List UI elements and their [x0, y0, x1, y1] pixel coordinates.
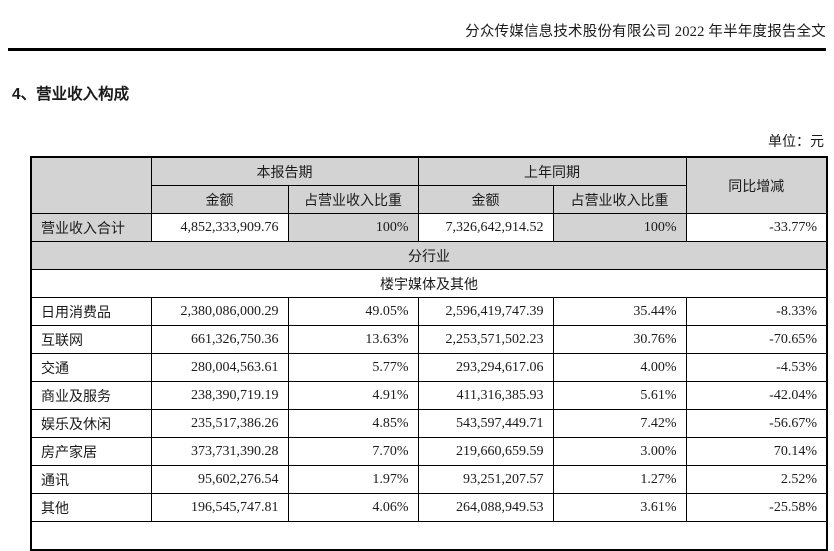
prior-pct-cell: 100% [552, 213, 687, 242]
current-pct-cell: 4.91% [287, 381, 419, 410]
table-row: 互联网 661,326,750.36 13.63% 2,253,571,502.… [30, 325, 828, 354]
current-pct-cell: 1.97% [287, 465, 419, 494]
current-pct-cell: 4.85% [287, 409, 419, 438]
header-empty-cell [30, 156, 152, 214]
current-pct-cell: 7.70% [287, 437, 419, 466]
row-label: 商业及服务 [30, 381, 152, 410]
header-prior-pct: 占营业收入比重 [552, 185, 687, 214]
prior-pct-cell: 1.27% [552, 465, 687, 494]
current-pct-cell: 13.63% [287, 325, 419, 354]
subsection-row: 楼宇媒体及其他 [30, 269, 828, 298]
revenue-composition-table: 本报告期 上年同期 同比增减 金额 占营业收入比重 金额 占营业收入比重 营业收… [30, 156, 828, 551]
prior-amount-cell: 543,597,449.71 [417, 409, 554, 438]
yoy-cell: -56.67% [685, 409, 828, 438]
prior-pct-cell: 4.00% [552, 353, 687, 382]
header-current-pct: 占营业收入比重 [287, 185, 419, 214]
unit-label: 单位：元 [768, 135, 824, 150]
prior-pct-cell: 3.61% [552, 493, 687, 522]
yoy-cell: -42.04% [685, 381, 828, 410]
header-current-period: 本报告期 [150, 156, 419, 186]
table-row: 日用消费品 2,380,086,000.29 49.05% 2,596,419,… [30, 297, 828, 326]
row-label: 日用消费品 [30, 297, 152, 326]
header-divider [8, 48, 826, 51]
current-amount-cell: 373,731,390.28 [150, 437, 289, 466]
header-prior-period: 上年同期 [417, 156, 687, 186]
prior-amount-cell: 411,316,385.93 [417, 381, 554, 410]
table-row: 交通 280,004,563.61 5.77% 293,294,617.06 4… [30, 353, 828, 382]
section-row-label: 分行业 [30, 241, 828, 270]
prior-amount-cell: 7,326,642,914.52 [417, 213, 554, 242]
partial-next-row [30, 521, 828, 551]
table-row: 通讯 95,602,276.54 1.97% 93,251,207.57 1.2… [30, 465, 828, 494]
row-label: 其他 [30, 493, 152, 522]
current-amount-cell: 238,390,719.19 [150, 381, 289, 410]
row-label: 房产家居 [30, 437, 152, 466]
row-label: 娱乐及休闲 [30, 409, 152, 438]
table-header-row-measures: 金额 占营业收入比重 金额 占营业收入比重 [31, 185, 827, 214]
yoy-cell: -8.33% [685, 297, 828, 326]
current-amount-cell: 280,004,563.61 [150, 353, 289, 382]
prior-pct-cell: 30.76% [552, 325, 687, 354]
prior-amount-cell: 293,294,617.06 [417, 353, 554, 382]
current-pct-cell: 100% [287, 213, 419, 242]
header-prior-amount: 金额 [417, 185, 554, 214]
current-pct-cell: 4.06% [287, 493, 419, 522]
prior-pct-cell: 7.42% [552, 409, 687, 438]
table-header-row-periods: 本报告期 上年同期 同比增减 [30, 156, 828, 214]
section-divider-row: 分行业 [30, 241, 828, 270]
current-amount-cell: 2,380,086,000.29 [150, 297, 289, 326]
table-row: 娱乐及休闲 235,517,386.26 4.85% 543,597,449.7… [30, 409, 828, 438]
current-amount-cell: 4,852,333,909.76 [150, 213, 289, 242]
yoy-cell: 2.52% [685, 465, 828, 494]
prior-amount-cell: 93,251,207.57 [417, 465, 554, 494]
yoy-cell: -70.65% [685, 325, 828, 354]
report-header-title: 分众传媒信息技术股份有限公司 2022 年半年度报告全文 [465, 24, 826, 40]
header-current-amount: 金额 [150, 185, 289, 214]
row-label: 互联网 [30, 325, 152, 354]
prior-pct-cell: 35.44% [552, 297, 687, 326]
table-row: 其他 196,545,747.81 4.06% 264,088,949.53 3… [30, 493, 828, 522]
prior-amount-cell: 264,088,949.53 [417, 493, 554, 522]
current-amount-cell: 95,602,276.54 [150, 465, 289, 494]
table-row: 商业及服务 238,390,719.19 4.91% 411,316,385.9… [30, 381, 828, 410]
section-title: 4、营业收入构成 [12, 86, 130, 103]
current-amount-cell: 196,545,747.81 [150, 493, 289, 522]
prior-amount-cell: 2,596,419,747.39 [417, 297, 554, 326]
current-amount-cell: 661,326,750.36 [150, 325, 289, 354]
row-label: 交通 [30, 353, 152, 382]
yoy-cell: -4.53% [685, 353, 828, 382]
yoy-cell: 70.14% [685, 437, 828, 466]
header-yoy-change: 同比增减 [685, 156, 828, 214]
subsection-row-label: 楼宇媒体及其他 [30, 269, 828, 298]
yoy-cell: -33.77% [685, 213, 828, 242]
prior-pct-cell: 3.00% [552, 437, 687, 466]
current-pct-cell: 5.77% [287, 353, 419, 382]
table-row: 房产家居 373,731,390.28 7.70% 219,660,659.59… [30, 437, 828, 466]
prior-amount-cell: 2,253,571,502.23 [417, 325, 554, 354]
partial-row-cell [30, 521, 828, 551]
current-pct-cell: 49.05% [287, 297, 419, 326]
total-revenue-row: 营业收入合计 4,852,333,909.76 100% 7,326,642,9… [30, 213, 828, 242]
current-amount-cell: 235,517,386.26 [150, 409, 289, 438]
row-label: 通讯 [30, 465, 152, 494]
prior-pct-cell: 5.61% [552, 381, 687, 410]
prior-amount-cell: 219,660,659.59 [417, 437, 554, 466]
row-label: 营业收入合计 [30, 213, 152, 242]
yoy-cell: -25.58% [685, 493, 828, 522]
